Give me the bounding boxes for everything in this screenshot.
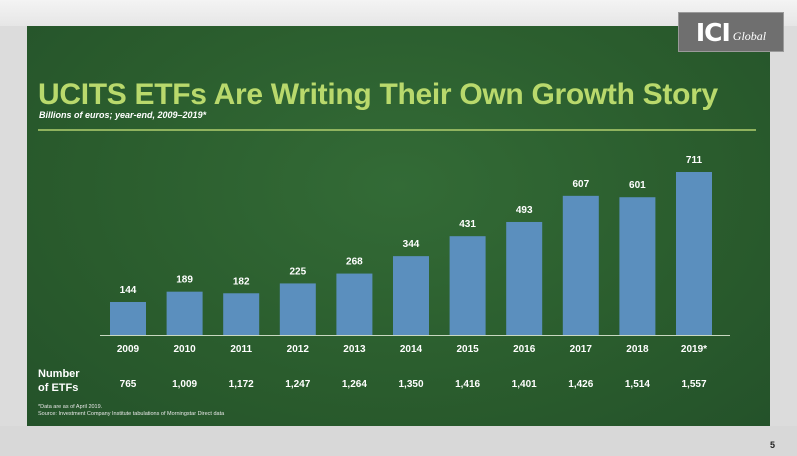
data-label: 225 bbox=[289, 266, 306, 277]
x-tick-label: 2019* bbox=[681, 344, 707, 355]
data-label: 182 bbox=[233, 276, 250, 287]
etf-count-value: 1,172 bbox=[229, 379, 254, 390]
x-tick-label: 2009 bbox=[117, 344, 140, 355]
etf-count-value: 1,264 bbox=[342, 379, 367, 390]
ici-global-logo: ICI Global bbox=[678, 12, 784, 52]
x-tick-label: 2013 bbox=[343, 344, 366, 355]
x-tick-label: 2018 bbox=[626, 344, 649, 355]
etf-count-value: 1,426 bbox=[568, 379, 593, 390]
logo-global-text: Global bbox=[732, 28, 767, 43]
bar bbox=[110, 301, 146, 335]
etf-count-value: 1,350 bbox=[398, 379, 423, 390]
x-tick-label: 2010 bbox=[173, 344, 196, 355]
bar bbox=[279, 283, 316, 335]
etf-count-value: 1,557 bbox=[681, 379, 706, 390]
etf-count-value: 1,514 bbox=[625, 379, 650, 390]
etf-count-value: 1,009 bbox=[172, 379, 197, 390]
etf-label-line-1: Number bbox=[38, 368, 80, 380]
x-tick-label: 2014 bbox=[400, 344, 423, 355]
page-number: 5 bbox=[769, 440, 775, 450]
x-tick-label: 2011 bbox=[230, 344, 252, 355]
etf-label-line-2: of ETFs bbox=[38, 382, 79, 394]
data-label: 431 bbox=[459, 219, 476, 230]
etf-count-value: 1,416 bbox=[455, 379, 480, 390]
bar bbox=[619, 197, 656, 335]
bar bbox=[449, 236, 486, 335]
data-label: 601 bbox=[629, 180, 646, 191]
bar bbox=[336, 273, 373, 335]
slide-subtitle: Billions of euros; year-end, 2009–2019* bbox=[39, 110, 207, 120]
title-divider bbox=[38, 129, 756, 131]
number-of-etfs-label: Number of ETFs bbox=[38, 367, 98, 395]
x-tick-label: 2015 bbox=[456, 344, 479, 355]
data-label: 344 bbox=[403, 239, 420, 250]
data-label: 189 bbox=[176, 275, 193, 286]
data-label: 144 bbox=[120, 285, 137, 296]
bar bbox=[676, 172, 712, 335]
x-tick-label: 2012 bbox=[287, 344, 310, 355]
data-label: 493 bbox=[516, 205, 533, 216]
footnote-source: Source: Investment Company Institute tab… bbox=[38, 411, 225, 417]
footnote: *Data are as of April 2019. Source: Inve… bbox=[38, 404, 224, 418]
x-tick-label: 2017 bbox=[570, 344, 593, 355]
x-tick-label: 2016 bbox=[513, 344, 536, 355]
bottom-bar bbox=[0, 426, 797, 456]
footnote-data-date: *Data are as of April 2019. bbox=[38, 404, 103, 410]
top-bar bbox=[0, 0, 797, 26]
etf-count-value: 1,247 bbox=[285, 379, 310, 390]
data-label: 607 bbox=[572, 179, 589, 190]
etf-count-value: 1,401 bbox=[512, 379, 537, 390]
bar bbox=[393, 256, 429, 335]
logo-ici-text: ICI bbox=[695, 17, 731, 47]
bar bbox=[223, 293, 260, 335]
bar bbox=[166, 291, 203, 335]
data-label: 268 bbox=[346, 257, 363, 268]
data-label: 711 bbox=[686, 155, 703, 166]
bar bbox=[506, 221, 543, 335]
slide-title: UCITS ETFs Are Writing Their Own Growth … bbox=[38, 78, 718, 111]
bar bbox=[562, 195, 599, 335]
etf-count-value: 765 bbox=[120, 379, 137, 390]
